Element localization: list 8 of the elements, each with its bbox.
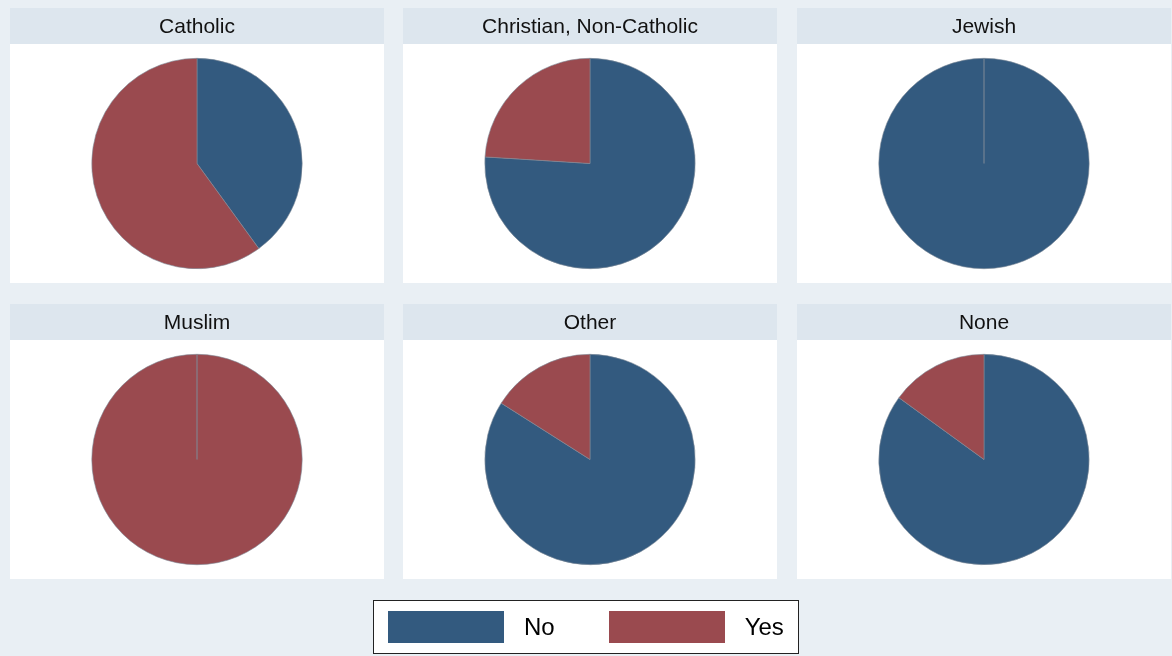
chart-title: Catholic bbox=[10, 8, 384, 44]
chart-title: Muslim bbox=[10, 304, 384, 340]
chart-title: None bbox=[797, 304, 1171, 340]
legend-label: No bbox=[524, 613, 555, 641]
chart-title: Other bbox=[403, 304, 777, 340]
chart-title: Jewish bbox=[797, 8, 1171, 44]
legend-label: Yes bbox=[744, 613, 784, 641]
chart-title: Christian, Non-Catholic bbox=[403, 8, 777, 44]
